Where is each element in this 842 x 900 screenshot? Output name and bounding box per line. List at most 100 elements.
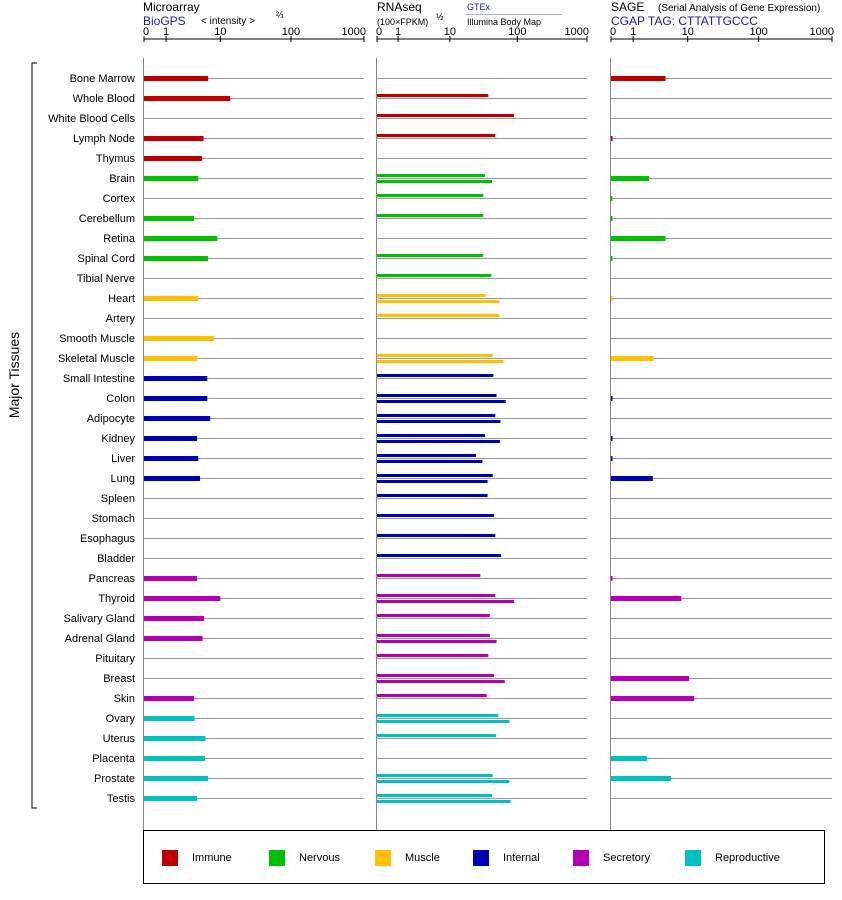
microarray-bar xyxy=(144,256,209,261)
rnaseq-bar xyxy=(377,654,489,657)
tissue-label: Skeletal Muscle xyxy=(58,353,135,365)
tissue-label: Adipocyte xyxy=(87,413,135,425)
legend-label: Internal xyxy=(503,852,540,864)
tissue-label: Lymph Node xyxy=(73,133,135,145)
sage-tick-label: 0 xyxy=(610,26,616,38)
legend-swatch xyxy=(375,850,391,866)
y-group: Major Tissues xyxy=(6,62,37,809)
microarray-unit: < intensity > xyxy=(201,16,255,27)
legend-label: Reproductive xyxy=(715,852,780,864)
tissue-label: Thyroid xyxy=(98,593,135,605)
microarray-bar xyxy=(144,156,203,161)
legend-item: Immune xyxy=(162,850,232,866)
rnaseq-bar xyxy=(377,134,496,137)
rnaseq-bar-gtex xyxy=(377,594,496,597)
rnaseq-bar-illumina xyxy=(377,800,511,803)
sage-bar xyxy=(611,776,671,781)
microarray-header: Microarray BioGPS < intensity > ⅔ xyxy=(143,0,284,28)
microarray-bar xyxy=(144,456,199,461)
sage-bar xyxy=(611,676,690,681)
tissue-label: Uterus xyxy=(103,733,136,745)
sage-bar xyxy=(611,596,682,601)
microarray-bar xyxy=(144,336,214,341)
rnaseq-bar xyxy=(377,274,492,277)
rnaseq-bar-gtex xyxy=(377,454,477,457)
sage-tick-label: 1000 xyxy=(810,26,834,38)
tissue-label: Cerebellum xyxy=(79,213,135,225)
rnaseq-bar-gtex xyxy=(377,634,490,637)
legend-label: Nervous xyxy=(299,852,340,864)
rnaseq-bar xyxy=(377,614,490,617)
rnaseq-bar xyxy=(377,574,481,577)
rnaseq-bar xyxy=(377,314,500,317)
legend-item: Internal xyxy=(473,850,540,866)
microarray-bar xyxy=(144,216,194,221)
y-group-bracket xyxy=(31,62,37,809)
rnaseq-bar xyxy=(377,94,489,97)
rnaseq-bar xyxy=(377,254,484,257)
tissue-label: Small Intestine xyxy=(63,373,135,385)
sage-bar xyxy=(611,756,648,761)
legend-swatch xyxy=(573,850,589,866)
rnaseq-header: RNAseq (100×FPKM) ½ GTEx Illumina Body M… xyxy=(377,0,562,27)
tissue-label: Retina xyxy=(103,233,136,245)
tissue-label: Salivary Gland xyxy=(63,613,135,625)
axes-layer: 0 1 10 100 1000 0 1 10 100 1000 0 1 10 100 1000 xyxy=(143,26,834,830)
rnaseq-bar-gtex xyxy=(377,714,499,717)
sage-bar xyxy=(611,196,613,201)
tissue-label: Artery xyxy=(106,313,136,325)
rnaseq-unit-exponent: ½ xyxy=(436,12,444,22)
tissue-label: Spinal Cord xyxy=(78,253,135,265)
microarray-title: Microarray xyxy=(143,0,200,14)
sage-bar xyxy=(611,436,613,441)
microarray-bar xyxy=(144,396,208,401)
microarray-tick-label: 10 xyxy=(214,26,226,38)
sage-tick-label: 1 xyxy=(630,26,636,38)
legend-item: Muscle xyxy=(375,850,440,866)
legend-label: Secretory xyxy=(603,852,651,864)
tissue-label: Placenta xyxy=(92,753,136,765)
rnaseq-bar-gtex xyxy=(377,434,486,437)
sage-bar xyxy=(611,236,666,241)
tissue-label: Smooth Muscle xyxy=(59,333,135,345)
rnaseq-source-gtex: GTEx xyxy=(467,2,491,12)
tissue-label: Adrenal Gland xyxy=(65,633,135,645)
rnaseq-bar-gtex xyxy=(377,174,486,177)
rnaseq-bar-illumina xyxy=(377,780,510,783)
tissue-label: Pancreas xyxy=(89,573,136,585)
rnaseq-bar-illumina xyxy=(377,600,515,603)
tissue-label: Bladder xyxy=(97,553,135,565)
rnaseq-bar-gtex xyxy=(377,414,496,417)
tissue-label: Pituitary xyxy=(95,653,135,665)
rnaseq-bar xyxy=(377,494,488,497)
rnaseq-bar xyxy=(377,734,496,737)
microarray-tick-label: 1000 xyxy=(342,26,366,38)
microarray-tick-label: 1 xyxy=(163,26,169,38)
rnaseq-bar-illumina xyxy=(377,640,497,643)
rnaseq-bar xyxy=(377,534,496,537)
microarray-bar xyxy=(144,636,203,641)
sage-bar xyxy=(611,356,654,361)
tissue-label: Stomach xyxy=(92,513,135,525)
legend-swatch xyxy=(685,850,701,866)
tissue-label: Ovary xyxy=(106,713,136,725)
tissue-label: Bone Marrow xyxy=(70,73,135,85)
tissue-label: Whole Blood xyxy=(73,93,135,105)
microarray-bar xyxy=(144,576,198,581)
rnaseq-bar-illumina xyxy=(377,300,500,303)
microarray-bar xyxy=(144,296,199,301)
sage-bar xyxy=(611,256,613,261)
tissue-label: Tibial Nerve xyxy=(77,273,135,285)
microarray-source: BioGPS xyxy=(143,14,186,28)
sage-bar xyxy=(611,456,613,461)
rnaseq-bar xyxy=(377,114,515,117)
tissue-label: Skin xyxy=(114,693,135,705)
rnaseq-bar-illumina xyxy=(377,460,483,463)
microarray-bar xyxy=(144,96,231,101)
rnaseq-bar xyxy=(377,374,494,377)
microarray-unit-exponent: ⅔ xyxy=(276,10,284,20)
tissue-label: Esophagus xyxy=(80,533,136,545)
rnaseq-bar-illumina xyxy=(377,400,506,403)
microarray-bar xyxy=(144,376,208,381)
